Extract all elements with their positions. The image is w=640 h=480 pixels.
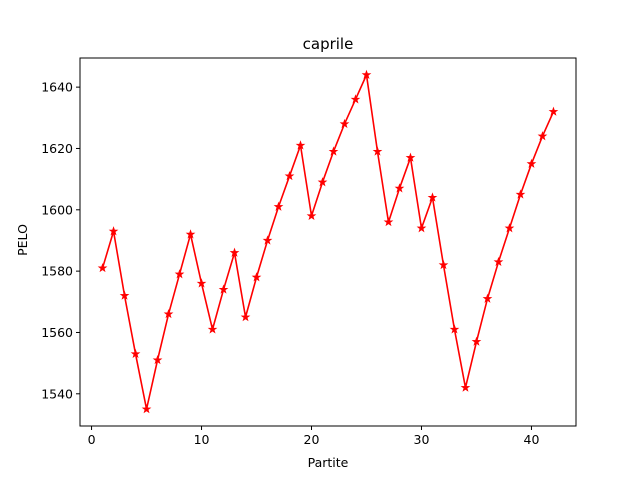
x-tick-label: 0 (88, 432, 96, 447)
data-point-marker (152, 354, 163, 365)
data-point-marker (383, 216, 394, 227)
data-point-marker (350, 94, 361, 104)
y-tick-label: 1540 (41, 386, 73, 401)
data-point-marker (394, 183, 405, 193)
y-tick-label: 1640 (41, 80, 73, 95)
y-tick-label: 1560 (41, 325, 73, 340)
data-point-marker (141, 404, 152, 414)
data-point-marker (295, 140, 306, 150)
data-point-marker (273, 201, 284, 211)
data-point-marker (482, 293, 493, 303)
x-tick-label: 10 (194, 432, 210, 447)
data-point-marker (317, 177, 328, 187)
data-point-marker (328, 146, 339, 156)
data-point-marker (427, 192, 438, 202)
data-point-marker (207, 324, 218, 334)
data-point-marker (372, 146, 383, 156)
chart-title: caprile (303, 35, 354, 53)
data-point-marker (438, 259, 449, 270)
data-point-marker (174, 269, 185, 279)
data-point-marker (361, 69, 372, 79)
data-point-marker (163, 308, 174, 319)
data-point-marker (548, 106, 559, 116)
x-axis-title: Partite (308, 455, 349, 470)
data-point-marker (493, 256, 504, 267)
data-point-marker (108, 226, 119, 236)
y-tick-label: 1620 (41, 141, 73, 156)
data-point-marker (306, 210, 317, 221)
data-point-marker (119, 290, 130, 300)
data-point-marker (130, 348, 141, 359)
data-point-marker (504, 223, 515, 233)
x-tick-label: 40 (524, 432, 540, 447)
data-point-marker (405, 152, 416, 162)
data-point-marker (284, 170, 295, 181)
series-line (101, 74, 555, 410)
data-point-marker (229, 247, 240, 257)
data-point-marker (515, 189, 526, 199)
data-point-marker (526, 158, 537, 168)
x-tick-label: 30 (414, 432, 430, 447)
data-point-marker (416, 223, 427, 233)
y-axis-title: PELO (15, 224, 30, 256)
data-point-marker (218, 284, 229, 294)
data-point-marker (185, 229, 196, 239)
data-point-marker (262, 235, 273, 245)
data-point-marker (97, 262, 108, 273)
axes-frame (79, 57, 577, 427)
data-point-marker (471, 336, 482, 346)
y-tick-label: 1580 (41, 264, 73, 279)
data-point-marker (240, 312, 251, 322)
data-point-marker (196, 278, 207, 288)
x-tick-label: 20 (304, 432, 320, 447)
plot-area: 0 10 20 30 40 1540 1560 1580 1600 1620 1640 (41, 57, 577, 447)
data-point-marker (251, 272, 262, 282)
data-point-marker (460, 382, 471, 392)
y-tick-label: 1600 (41, 202, 73, 217)
data-point-marker (449, 324, 460, 334)
data-point-marker (339, 118, 350, 129)
data-point-marker (537, 131, 548, 141)
